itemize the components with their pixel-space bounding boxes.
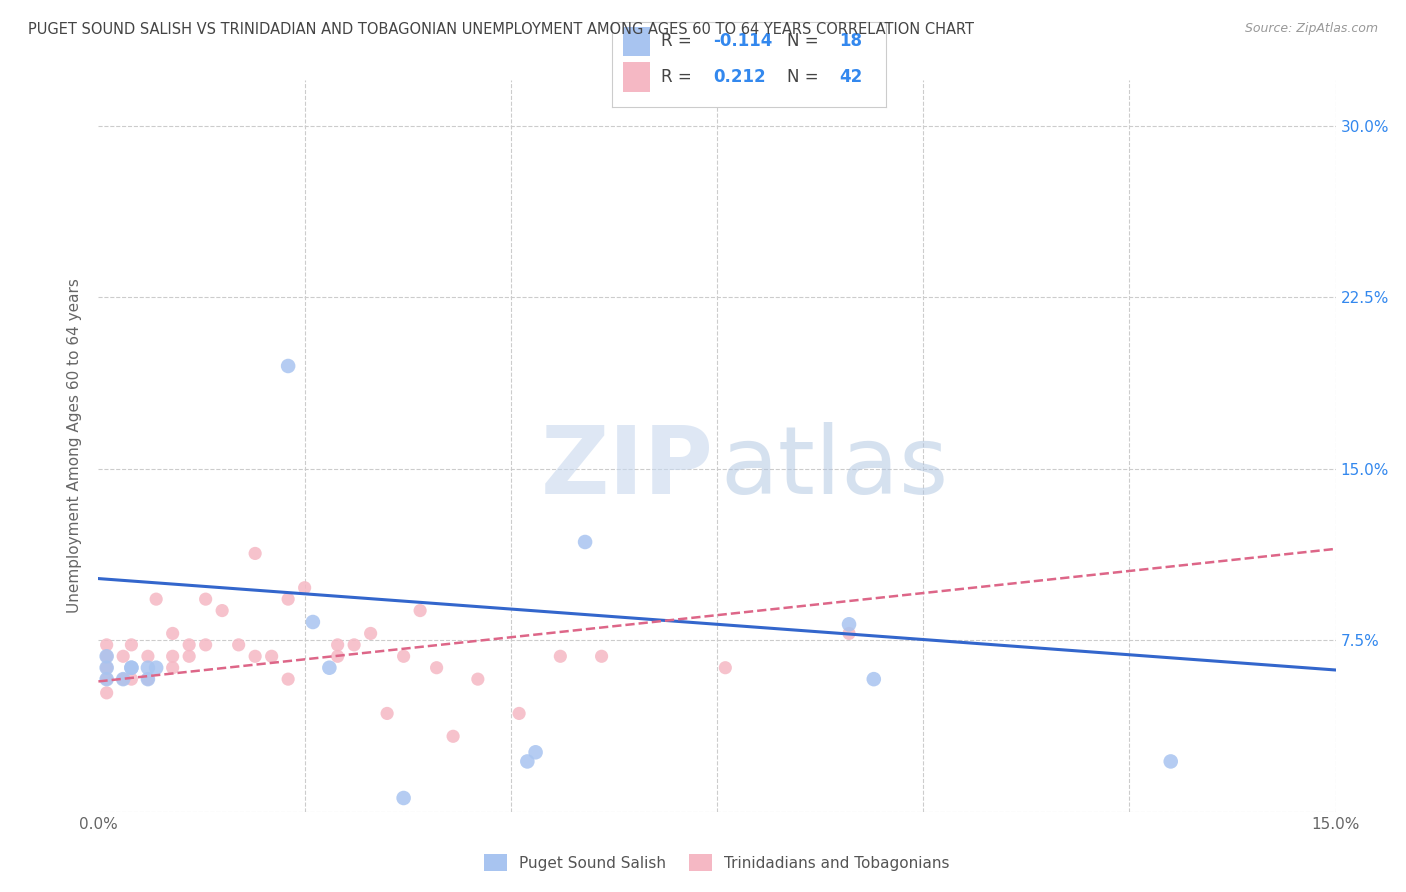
Point (318, 661, 340, 675)
Point (179, 638, 201, 652)
Text: ZIP: ZIP (540, 422, 713, 514)
Text: PUGET SOUND SALISH VS TRINIDADIAN AND TOBAGONIAN UNEMPLOYMENT AMONG AGES 60 TO 6: PUGET SOUND SALISH VS TRINIDADIAN AND TO… (28, 22, 974, 37)
Point (392, 649, 415, 664)
Point (136, 672, 159, 686)
Point (326, 649, 349, 664)
Bar (623, 27, 650, 56)
Text: N =: N = (787, 32, 824, 50)
Point (136, 661, 159, 675)
Point (96, 649, 118, 664)
Point (375, 706, 398, 721)
Point (1160, 755, 1182, 769)
Point (96, 661, 118, 675)
Point (516, 755, 538, 769)
Point (145, 661, 167, 675)
Text: Source: ZipAtlas.com: Source: ZipAtlas.com (1244, 22, 1378, 36)
Point (343, 638, 366, 652)
Text: -0.114: -0.114 (713, 32, 772, 50)
Point (136, 672, 159, 686)
Bar (623, 62, 650, 92)
Text: 0.212: 0.212 (713, 68, 766, 86)
Point (211, 603, 233, 617)
Text: atlas: atlas (721, 422, 949, 514)
Point (260, 649, 283, 664)
Point (550, 649, 572, 664)
Text: R =: R = (661, 32, 697, 50)
Point (426, 661, 449, 675)
Point (96, 686, 118, 700)
Point (277, 592, 299, 607)
Text: 18: 18 (839, 32, 862, 50)
Point (392, 791, 415, 805)
Point (120, 661, 142, 675)
Point (112, 672, 135, 686)
Point (838, 617, 860, 632)
Text: 42: 42 (839, 68, 862, 86)
Legend: Puget Sound Salish, Trinidadians and Tobagonians: Puget Sound Salish, Trinidadians and Tob… (478, 848, 956, 877)
Y-axis label: Unemployment Among Ages 60 to 64 years: Unemployment Among Ages 60 to 64 years (67, 278, 83, 614)
Point (194, 638, 217, 652)
Point (228, 638, 250, 652)
Point (112, 649, 135, 664)
Point (277, 672, 299, 686)
Point (162, 649, 184, 664)
Text: R =: R = (661, 68, 697, 86)
Point (96, 661, 118, 675)
Point (112, 672, 135, 686)
Point (162, 626, 184, 640)
Point (302, 615, 325, 629)
Point (120, 638, 142, 652)
Point (243, 546, 266, 560)
Point (136, 649, 159, 664)
Point (591, 649, 613, 664)
Point (714, 661, 737, 675)
Point (508, 706, 530, 721)
Point (120, 661, 142, 675)
Point (838, 626, 860, 640)
Text: N =: N = (787, 68, 824, 86)
Point (194, 592, 217, 607)
Point (574, 535, 596, 549)
Point (409, 603, 432, 617)
Point (360, 626, 382, 640)
Point (179, 649, 201, 664)
Point (145, 592, 167, 607)
Point (326, 638, 349, 652)
Point (96, 638, 118, 652)
Point (120, 672, 142, 686)
Point (243, 649, 266, 664)
Point (862, 672, 884, 686)
Point (467, 672, 489, 686)
Point (96, 672, 118, 686)
Point (524, 745, 547, 759)
Point (441, 729, 464, 743)
Point (96, 649, 118, 664)
Point (294, 581, 316, 595)
Point (162, 661, 184, 675)
Point (277, 359, 299, 373)
Point (96, 672, 118, 686)
